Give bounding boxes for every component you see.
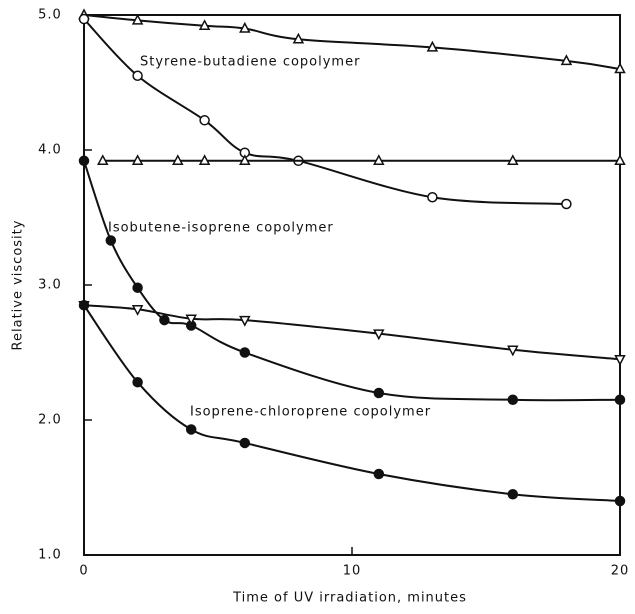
data-point	[239, 315, 251, 327]
data-point	[560, 54, 573, 66]
data-point	[78, 155, 90, 167]
y-tick-label: 5.0	[38, 8, 62, 23]
series-curve	[83, 14, 621, 70]
data-point	[185, 424, 197, 435]
data-point	[373, 329, 385, 341]
data-point	[614, 394, 626, 405]
data-point	[614, 62, 626, 74]
series-curve	[83, 18, 567, 205]
annotation: Styrene-butadiene copolymer	[140, 55, 360, 70]
data-point	[172, 154, 184, 166]
y-tick-label: 4.0	[38, 143, 62, 158]
y-tick-label: 3.0	[38, 278, 62, 293]
data-point	[614, 495, 626, 507]
series-curve	[83, 304, 621, 502]
data-point	[292, 32, 305, 44]
data-point	[132, 376, 143, 388]
data-point	[78, 13, 90, 25]
plot-frame	[83, 14, 621, 556]
data-point	[131, 305, 144, 316]
data-point	[614, 154, 626, 166]
data-point	[239, 154, 251, 166]
x-tick-label: 10	[343, 564, 362, 579]
data-point	[198, 154, 211, 166]
data-point	[132, 282, 143, 293]
data-point	[185, 314, 197, 326]
data-point	[507, 394, 519, 405]
data-point	[507, 345, 519, 357]
data-point	[507, 154, 519, 166]
series-curve	[83, 160, 621, 402]
data-point	[427, 192, 438, 203]
data-point	[199, 115, 210, 126]
data-point	[239, 437, 251, 449]
series-curve	[83, 304, 621, 361]
data-point	[614, 355, 626, 366]
data-point	[373, 468, 385, 480]
y-tick-label: 2.0	[38, 413, 62, 428]
x-axis-label: Time of UV irradiation, minutes	[232, 591, 467, 606]
data-point	[97, 154, 109, 166]
data-point	[373, 154, 385, 166]
data-point	[507, 489, 519, 500]
data-point	[132, 70, 143, 81]
y-axis-label: Relative viscosity	[11, 220, 26, 351]
annotation: Isoprene-chloroprene copolymer	[190, 405, 431, 420]
data-point	[561, 198, 572, 210]
data-point	[159, 314, 170, 326]
data-point	[239, 21, 251, 33]
data-point	[373, 387, 385, 399]
data-point	[105, 235, 117, 246]
data-point	[239, 347, 251, 358]
y-tick-label: 1.0	[38, 548, 62, 563]
data-point	[426, 40, 439, 52]
x-tick-label: 20	[611, 564, 630, 579]
x-tick-label: 0	[79, 564, 88, 579]
data-point	[198, 19, 211, 31]
data-point	[131, 154, 144, 166]
data-point	[131, 13, 144, 25]
data-point	[78, 300, 90, 311]
annotation: Isobutene-isoprene copolymer	[108, 221, 334, 236]
